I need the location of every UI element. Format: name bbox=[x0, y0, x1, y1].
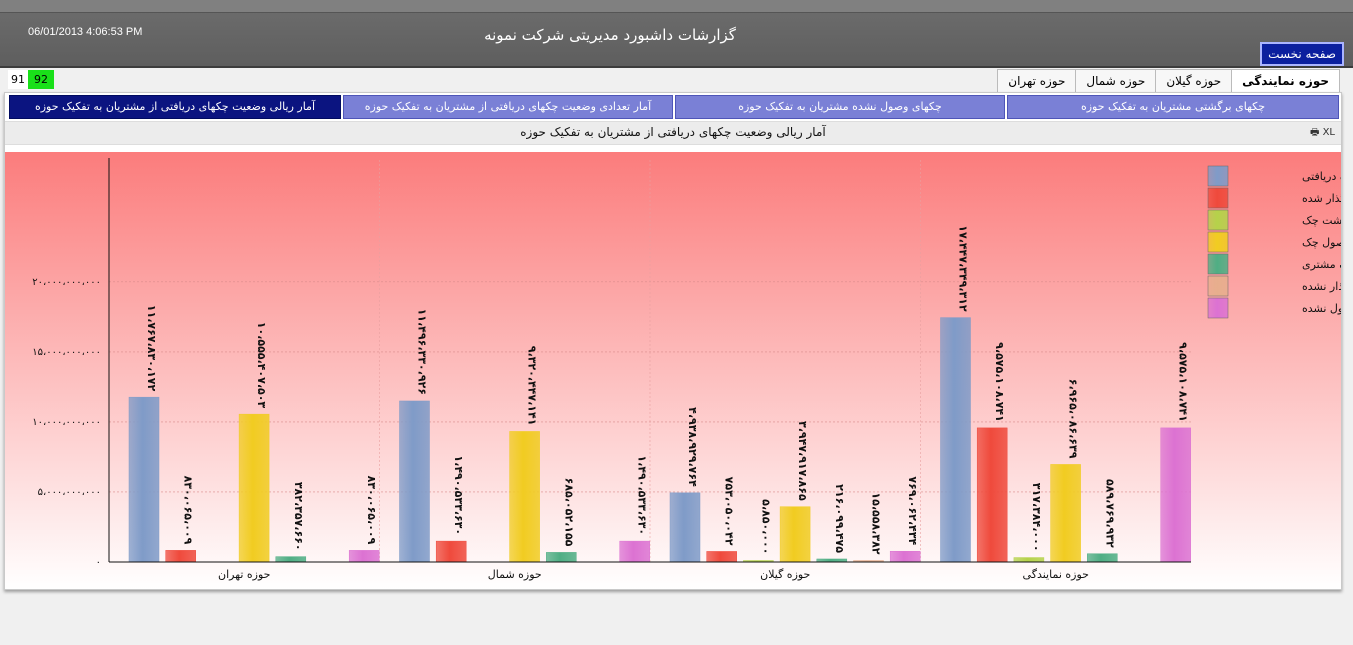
bar-0-4[interactable] bbox=[275, 556, 307, 563]
bar-2-1[interactable] bbox=[706, 551, 737, 563]
export-xl-label[interactable]: XL bbox=[1322, 127, 1335, 138]
data-label: ۳،۹۴۷،۹۱۷،۸۶۵ bbox=[796, 421, 809, 501]
report-panel: چکهای برگشتی مشتریان به تفکیک حوزه چکهای … bbox=[4, 92, 1342, 590]
data-label: ۵،۸۵۰،۰۰۰ bbox=[759, 499, 772, 554]
legend-swatch bbox=[1207, 187, 1229, 209]
bar-3-1[interactable] bbox=[976, 427, 1008, 563]
data-label: ۱۱،۷۶۷،۸۳۰،۱۷۲ bbox=[145, 305, 158, 392]
data-label: ۲۱۶،۰۹۹،۴۷۵ bbox=[833, 484, 846, 553]
x-category-label: حوزه گیلان bbox=[760, 568, 810, 581]
bar-1-1[interactable] bbox=[435, 540, 467, 563]
data-label: ۸۳۰،۰۶۵،۰۰۹ bbox=[365, 476, 378, 545]
legend-swatch bbox=[1207, 165, 1229, 187]
region-tab[interactable]: حوزه گیلان bbox=[1155, 69, 1233, 92]
legend-label: برگشت چک bbox=[1302, 214, 1341, 227]
bar-3-3[interactable] bbox=[1050, 464, 1081, 563]
header-top-strip bbox=[0, 0, 1353, 13]
legend-label: چک واگذار شده bbox=[1302, 192, 1341, 205]
data-label: ۱۷،۴۴۷،۳۴۹،۳۱۲ bbox=[957, 225, 970, 312]
region-tab[interactable]: حوزه نمایندگی bbox=[1231, 69, 1340, 92]
legend-label: چک وصول نشده bbox=[1302, 302, 1341, 315]
y-tick-label: ۲۰،۰۰۰،۰۰۰،۰۰۰ bbox=[32, 277, 101, 288]
page-title: گزارشات داشبورد مدیریتی شرکت نمونه bbox=[484, 26, 736, 44]
y-tick-label: ۰ bbox=[96, 557, 101, 568]
y-tick-label: ۵،۰۰۰،۰۰۰،۰۰۰ bbox=[38, 487, 101, 498]
legend-label: انصراف مشتری bbox=[1302, 258, 1341, 271]
report-tab[interactable]: آمار تعدادی وضعیت چکهای دریافتی از مشتری… bbox=[343, 95, 673, 119]
report-tab[interactable]: چکهای وصول نشده مشتریان به تفکیک حوزه bbox=[675, 95, 1005, 119]
bar-chart: ۰ ۵،۰۰۰،۰۰۰،۰۰۰ ۱۰،۰۰۰،۰۰۰،۰۰۰ ۱۵،۰۰۰،۰۰۰،۰… bbox=[5, 152, 1341, 589]
region-tabs: حوزه نمایندگی حوزه گیلان حوزه شمال حوزه تهر… bbox=[997, 69, 1340, 92]
data-label: ۹،۵۷۵،۱۰۸،۷۴۱ bbox=[993, 342, 1006, 422]
x-category-label: حوزه نمایندگی bbox=[1023, 568, 1089, 581]
bar-2-6[interactable] bbox=[889, 550, 921, 563]
bar-0-1[interactable] bbox=[165, 550, 196, 563]
data-label: ۸۳۰،۰۶۵،۰۰۹ bbox=[182, 476, 195, 545]
x-category-label: حوزه شمال bbox=[488, 568, 542, 581]
legend-swatch bbox=[1207, 209, 1229, 231]
chart-title: آمار ریالی وضعیت چکهای دریافتی از مشتریا… bbox=[520, 125, 826, 139]
y-tick-label: ۱۰،۰۰۰،۰۰۰،۰۰۰ bbox=[32, 417, 101, 428]
bar-2-0[interactable] bbox=[669, 492, 701, 563]
legend-swatch bbox=[1207, 297, 1229, 319]
report-tab[interactable]: آمار ریالی وضعیت چکهای دریافتی از مشتریا… bbox=[9, 95, 341, 119]
data-label: ۱،۴۹۰،۵۳۳،۶۳۰ bbox=[636, 455, 649, 535]
report-tab[interactable]: چکهای برگشتی مشتریان به تفکیک حوزه bbox=[1007, 95, 1339, 119]
bar-1-0[interactable] bbox=[399, 400, 430, 563]
bar-1-3[interactable] bbox=[509, 431, 540, 563]
export-xl-button[interactable]: 🖶 XL bbox=[1310, 125, 1335, 142]
timestamp: 06/01/2013 4:06:53 PM bbox=[28, 26, 143, 38]
legend-label: وصول چک bbox=[1302, 236, 1341, 249]
bar-3-6[interactable] bbox=[1160, 427, 1191, 563]
bar-3-2[interactable] bbox=[1013, 557, 1045, 563]
data-label: ۷۵۳،۰۵۰،۰۴۲ bbox=[723, 477, 736, 546]
bar-3-0[interactable] bbox=[940, 317, 971, 563]
bar-1-4[interactable] bbox=[546, 552, 577, 563]
data-label: ۱۰،۵۵۵،۴۰۷،۵۰۳ bbox=[255, 322, 268, 409]
data-label: ۷۶۹،۰۶۲،۴۳۴ bbox=[906, 476, 919, 545]
data-label: ۱۵،۵۵۸،۳۸۲ bbox=[870, 492, 883, 554]
legend-swatch bbox=[1207, 231, 1229, 253]
counter-91[interactable]: 91 bbox=[8, 70, 28, 89]
region-tab[interactable]: حوزه شمال bbox=[1075, 69, 1157, 92]
legend-swatch bbox=[1207, 253, 1229, 275]
data-label: ۴،۹۳۸،۹۲۹،۷۶۴ bbox=[686, 407, 699, 487]
bar-2-3[interactable] bbox=[779, 506, 811, 563]
data-label: ۵۸۹،۷۶۹،۹۳۲ bbox=[1103, 479, 1116, 548]
counter-92[interactable]: 92 bbox=[28, 70, 54, 89]
legend-swatch bbox=[1207, 275, 1229, 297]
chart-area: ۰ ۵،۰۰۰،۰۰۰،۰۰۰ ۱۰،۰۰۰،۰۰۰،۰۰۰ ۱۵،۰۰۰،۰۰۰،۰… bbox=[5, 152, 1341, 589]
counter-strip: 91 92 bbox=[8, 70, 54, 89]
bar-3-4[interactable] bbox=[1087, 553, 1118, 563]
x-category-label: حوزه تهران bbox=[218, 568, 270, 581]
bar-0-3[interactable] bbox=[238, 413, 270, 563]
data-label: ۳۸۲،۳۵۷،۶۶۰ bbox=[292, 482, 305, 551]
bar-1-6[interactable] bbox=[619, 540, 650, 563]
chart-title-bar: آمار ریالی وضعیت چکهای دریافتی از مشتریا… bbox=[5, 121, 1341, 145]
legend-label: چک واگذار نشده bbox=[1302, 280, 1341, 293]
data-label: ۶،۹۶۵،۰۸۶،۶۳۹ bbox=[1067, 379, 1080, 459]
legend-label: چک دریافتی bbox=[1302, 170, 1341, 183]
bar-0-6[interactable] bbox=[348, 550, 380, 563]
bar-0-0[interactable] bbox=[128, 396, 160, 563]
app-header: 06/01/2013 4:06:53 PM گزارشات داشبورد مد… bbox=[0, 0, 1353, 68]
region-tab[interactable]: حوزه تهران bbox=[997, 69, 1077, 92]
print-icon[interactable]: 🖶 bbox=[1309, 127, 1320, 138]
data-label: ۱،۴۹۰،۵۳۳،۶۳۰ bbox=[452, 455, 465, 535]
report-tabs: چکهای برگشتی مشتریان به تفکیک حوزه چکهای … bbox=[7, 95, 1339, 119]
data-label: ۱۱،۴۹۶،۳۳۰،۹۲۶ bbox=[416, 309, 429, 395]
data-label: ۳۱۷،۳۸۴،۰۰۰ bbox=[1030, 483, 1043, 552]
data-label: ۹،۳۲۰،۴۴۷،۱۴۱ bbox=[526, 346, 539, 426]
data-label: ۶۸۵،۰۵۲،۱۵۵ bbox=[562, 478, 575, 547]
home-button[interactable]: صفحه نخست bbox=[1260, 42, 1344, 66]
y-tick-label: ۱۵،۰۰۰،۰۰۰،۰۰۰ bbox=[32, 347, 101, 358]
data-label: ۹،۵۷۵،۱۰۸،۷۴۱ bbox=[1177, 342, 1190, 422]
